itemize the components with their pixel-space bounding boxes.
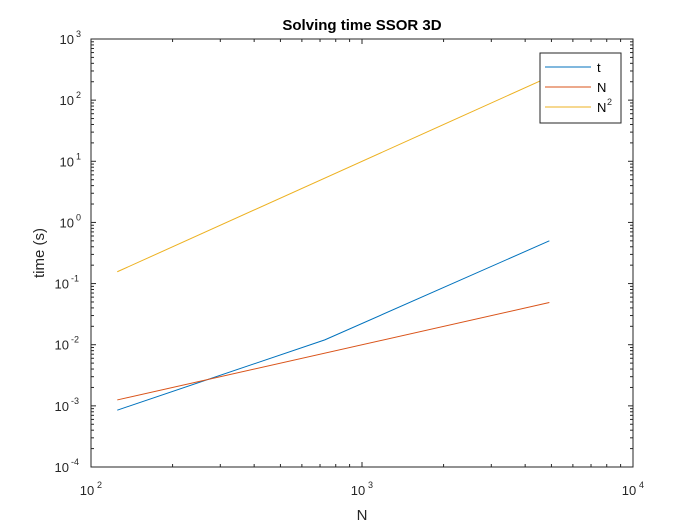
y-tick-label-exponent: 2 [76, 90, 81, 100]
legend-box [539, 52, 622, 124]
y-tick-label: 10 [60, 215, 74, 230]
y-tick-label: 10 [60, 93, 74, 108]
y-tick-label: 10 [60, 32, 74, 47]
x-tick-label-exponent: 2 [97, 480, 102, 490]
series-line-n [117, 302, 550, 401]
x-tick-label-exponent: 3 [368, 480, 373, 490]
series-line-t [117, 240, 550, 411]
y-tick-label-exponent: 1 [76, 151, 81, 161]
y-tick-label: 10 [55, 277, 69, 292]
y-tick-label: 10 [55, 338, 69, 353]
x-tick-label: 10 [351, 483, 365, 498]
series-layer [117, 76, 550, 411]
legend-label-n: N [597, 80, 606, 95]
x-axis-title: N [357, 507, 368, 524]
legend-label-n2: N [597, 100, 606, 115]
y-tick-label-exponent: 0 [76, 212, 81, 222]
legend-label-exponent: 2 [607, 97, 612, 107]
chart-title: Solving time SSOR 3D [282, 17, 441, 34]
y-tick-label: 10 [60, 154, 74, 169]
y-tick-label-exponent: -2 [71, 335, 79, 345]
y-axis-title: time (s) [31, 228, 48, 278]
y-tick-label-exponent: -1 [71, 274, 79, 284]
y-tick-label: 10 [55, 399, 69, 414]
y-tick-label-exponent: -4 [71, 457, 79, 467]
y-tick-label-exponent: 3 [76, 29, 81, 39]
legend: tNN 2 [539, 52, 622, 124]
y-tick-label-exponent: -3 [71, 396, 79, 406]
series-line-n2 [117, 76, 550, 273]
tick-layer: 10 2 10 3 10 410 -410 -310 -210 -110 010 110 210 3 [55, 29, 644, 498]
x-tick-label: 10 [622, 483, 636, 498]
x-tick-label: 10 [80, 483, 94, 498]
x-tick-label-exponent: 4 [639, 480, 644, 490]
legend-label-t: t [597, 60, 601, 75]
y-tick-label: 10 [55, 460, 69, 475]
